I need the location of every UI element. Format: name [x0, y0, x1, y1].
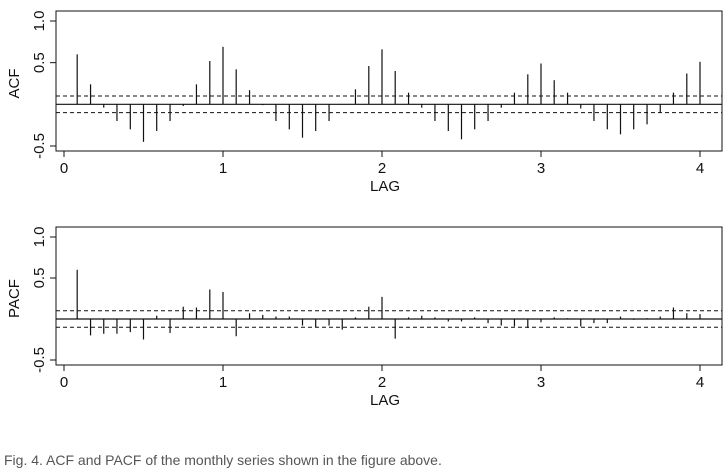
- x-tick-label: 2: [378, 374, 386, 391]
- y-tick-label: -0.5: [31, 347, 48, 373]
- pacf-plot-frame: [55, 226, 723, 366]
- acf-plot-frame: [55, 10, 723, 152]
- x-tick-label: 3: [537, 160, 545, 177]
- y-tick-label: -0.5: [31, 133, 48, 159]
- y-tick-label: 1.0: [31, 11, 48, 32]
- y-axis-label: PACF: [6, 279, 23, 318]
- y-tick-label: 0.5: [31, 268, 48, 289]
- y-tick-label: 1.0: [31, 227, 48, 248]
- x-tick-label: 4: [696, 374, 704, 391]
- pacf-panel: 0 1 2 3 4 -0.5 0.5 1.0 LAG PACF: [6, 226, 723, 409]
- x-tick-label: 3: [537, 374, 545, 391]
- x-tick-label: 4: [696, 160, 704, 177]
- x-tick-label: 2: [378, 160, 386, 177]
- acf-panel: 0 1 2 3 4 -0.5 0.5 1.0 LAG ACF: [6, 10, 723, 195]
- x-axis-label: LAG: [370, 392, 400, 409]
- x-tick-label: 0: [60, 374, 68, 391]
- y-axis-label: ACF: [6, 69, 23, 99]
- acf-pacf-figure: 0 1 2 3 4 -0.5 0.5 1.0 LAG ACF 0 1 2 3 4 -0.5 0.5 1.0 LAG P…: [6, 10, 723, 409]
- x-tick-label: 0: [60, 160, 68, 177]
- y-tick-label: 0.5: [31, 52, 48, 73]
- figure-caption: Fig. 4. ACF and PACF of the monthly seri…: [4, 452, 442, 468]
- x-axis-label: LAG: [370, 178, 400, 195]
- x-tick-label: 1: [219, 160, 227, 177]
- x-tick-label: 1: [219, 374, 227, 391]
